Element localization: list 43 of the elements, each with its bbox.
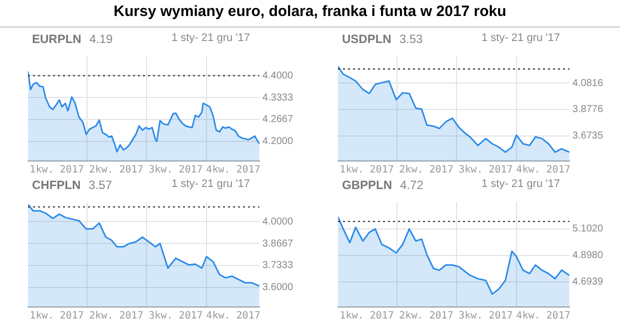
text: 3.57	[88, 178, 112, 192]
y-tick-label: 4.2000	[262, 136, 294, 148]
y-tick-label: 5.1020	[572, 224, 604, 235]
y-tick-label: 4.3333	[262, 92, 294, 104]
x-tick-label: 2kw. 2017	[399, 310, 454, 322]
x-tick-label: 4kw. 2017	[516, 310, 570, 322]
x-tick-label: 4kw. 2017	[516, 164, 570, 176]
chart-subtitle: 1 sty- 21 gru '17	[171, 178, 250, 192]
chart-title: USDPLN	[342, 32, 392, 46]
chart-subtitle: 1 sty- 21 gru '17	[481, 32, 560, 46]
y-tick-label: 3.8776	[572, 104, 604, 116]
y-tick-label: 4.2667	[262, 114, 294, 126]
chart-subtitle: 1 sty- 21 gru '17	[171, 32, 250, 46]
x-tick-label: 1kw. 2017	[30, 310, 84, 322]
y-tick-label: 4.0816	[572, 78, 604, 89]
y-tick-label: 4.6939	[572, 276, 604, 288]
y-tick-label: 4.4000	[262, 70, 294, 82]
x-tick-label: 4kw. 2017	[206, 310, 260, 322]
text: 4.19	[89, 32, 113, 46]
y-tick-label: 4.8980	[572, 250, 604, 262]
x-tick-label: 1kw. 2017	[340, 164, 394, 176]
chart-title: GBPPLN	[342, 178, 392, 192]
chart-title: EURPLN	[32, 32, 82, 46]
x-tick-label: 3kw. 2017	[458, 164, 513, 176]
chart-subtitle: 1 sty- 21 gru '17	[481, 178, 560, 192]
y-tick-label: 3.8667	[262, 238, 294, 250]
y-tick-label: 3.7333	[262, 260, 294, 272]
chart-title: CHFPLN	[32, 178, 81, 192]
y-tick-label: 4.0000	[262, 216, 294, 228]
text: Kursy wymiany euro, dolara, franka i funta w 2017 roku	[0, 0, 620, 28]
text: 4.72	[400, 178, 424, 192]
x-tick-label: 2kw. 2017	[89, 164, 144, 176]
text: 3.53	[399, 32, 423, 46]
x-tick-label: 3kw. 2017	[148, 310, 203, 322]
x-tick-label: 4kw. 2017	[206, 164, 260, 176]
y-tick-label: 3.6735	[572, 130, 604, 142]
x-tick-label: 1kw. 2017	[340, 310, 394, 322]
x-tick-label: 3kw. 2017	[458, 310, 513, 322]
y-tick-label: 3.6000	[262, 282, 294, 294]
x-tick-label: 2kw. 2017	[399, 164, 454, 176]
x-tick-label: 1kw. 2017	[30, 164, 84, 176]
x-tick-label: 3kw. 2017	[148, 164, 203, 176]
x-tick-label: 2kw. 2017	[89, 310, 144, 322]
